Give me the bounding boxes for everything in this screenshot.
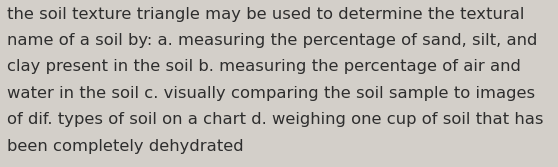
Text: been completely dehydrated: been completely dehydrated <box>7 139 244 154</box>
Text: clay present in the soil b. measuring the percentage of air and: clay present in the soil b. measuring th… <box>7 59 521 74</box>
Text: name of a soil by: a. measuring the percentage of sand, silt, and: name of a soil by: a. measuring the perc… <box>7 33 537 48</box>
Text: water in the soil c. visually comparing the soil sample to images: water in the soil c. visually comparing … <box>7 86 535 101</box>
Text: the soil texture triangle may be used to determine the textural: the soil texture triangle may be used to… <box>7 7 525 22</box>
Text: of dif. types of soil on a chart d. weighing one cup of soil that has: of dif. types of soil on a chart d. weig… <box>7 112 543 127</box>
